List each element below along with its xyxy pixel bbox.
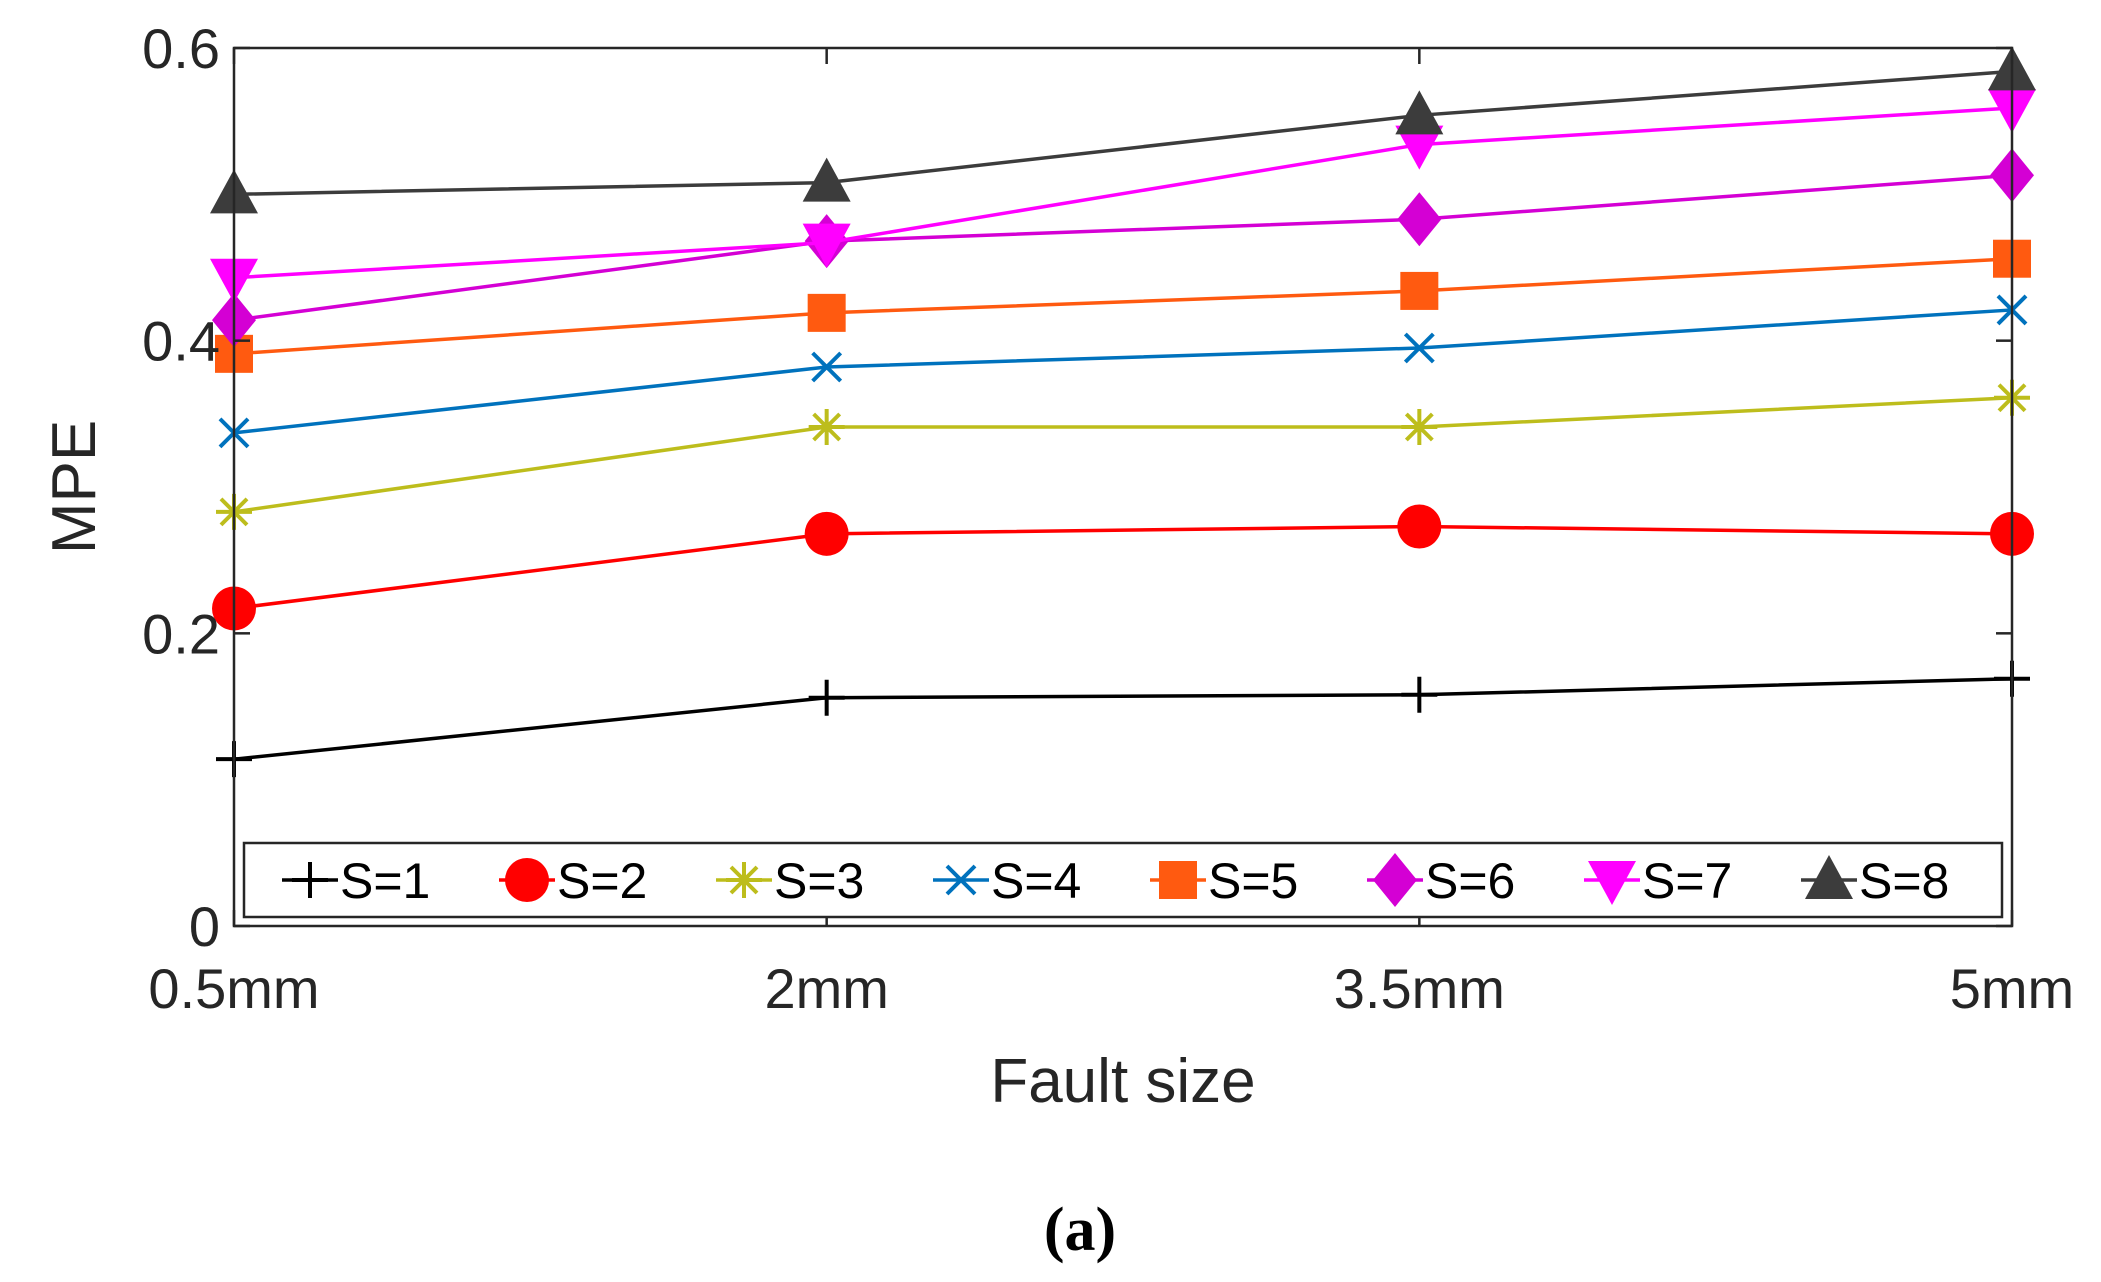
legend-label: S=6 xyxy=(1425,853,1515,909)
series-line-s8 xyxy=(233,69,2013,197)
data-point-s7 xyxy=(1395,125,1444,170)
legend-label: S=3 xyxy=(774,853,864,909)
legend: S=1 S=2 S=3 S=4 S=5 S=6 S=7 S=8 xyxy=(242,841,2004,919)
y-tick-label: 0 xyxy=(189,895,220,958)
legend-label: S=8 xyxy=(1859,853,1949,909)
data-point-s8 xyxy=(1395,90,1444,135)
data-point-s4 xyxy=(811,351,843,383)
series-line-s4 xyxy=(233,308,2013,435)
legend-label: S=7 xyxy=(1642,853,1732,909)
plus-marker-shape xyxy=(1401,676,1438,713)
legend-item-s5: S=5 xyxy=(1150,853,1298,909)
x-marker-shape xyxy=(945,864,977,896)
square-marker-shape xyxy=(1400,271,1439,310)
data-point-s5 xyxy=(807,293,846,332)
series-line-s5 xyxy=(233,256,2013,356)
diamond-marker-shape xyxy=(1397,192,1442,247)
x-tick-label: 3.5mm xyxy=(1334,957,1505,1020)
series-line-s1 xyxy=(233,676,2013,761)
figure-caption: (a) xyxy=(1044,1196,1116,1264)
x-tick-label: 5mm xyxy=(1950,957,2074,1020)
series-line-s3 xyxy=(233,395,2013,514)
series-line-s2 xyxy=(233,524,2013,611)
circle-marker-shape xyxy=(804,511,849,556)
legend-item-s8: S=8 xyxy=(1801,853,1949,909)
legend-item-s4: S=4 xyxy=(933,853,1081,909)
plot-area xyxy=(234,48,2012,926)
data-point-s2 xyxy=(1397,504,1442,549)
series-s6 xyxy=(212,148,2034,348)
legend-label: S=1 xyxy=(340,853,430,909)
data-point-s1 xyxy=(808,679,845,716)
circle-marker-shape xyxy=(505,858,549,902)
data-point-s3 xyxy=(808,409,845,446)
y-axis-title: MPE xyxy=(40,420,109,554)
legend-marker xyxy=(505,858,549,902)
legend-item-s7: S=7 xyxy=(1584,853,1732,909)
square-marker-shape xyxy=(1159,861,1197,899)
triangle-down-marker-shape xyxy=(1588,861,1636,905)
legend-item-s2: S=2 xyxy=(499,853,647,909)
triangle-up-marker-shape xyxy=(1805,855,1853,899)
legend-label: S=4 xyxy=(991,853,1081,909)
triangle-up-marker-shape xyxy=(1395,90,1444,135)
series-line-s7 xyxy=(233,106,2013,280)
x-axis-title: Fault size xyxy=(990,1047,1255,1116)
legend-item-s6: S=6 xyxy=(1367,853,1515,909)
data-point-s8 xyxy=(802,157,851,202)
legend-label: S=5 xyxy=(1208,853,1298,909)
plus-marker-shape xyxy=(808,679,845,716)
legend-item-s3: S=3 xyxy=(716,853,864,909)
square-marker-shape xyxy=(807,293,846,332)
plus-marker-shape xyxy=(292,862,328,898)
triangle-down-marker-shape xyxy=(1395,125,1444,170)
triangle-up-marker-shape xyxy=(802,157,851,202)
data-point-s1 xyxy=(1401,676,1438,713)
legend-marker xyxy=(1159,861,1197,899)
asterisk-marker-shape xyxy=(1401,409,1438,446)
data-point-s4 xyxy=(1403,332,1435,364)
series-line-s6 xyxy=(233,173,2013,322)
plot-frame xyxy=(232,46,2014,928)
data-point-s7 xyxy=(802,223,851,268)
legend-label: S=2 xyxy=(557,853,647,909)
legend-marker xyxy=(1373,853,1417,907)
legend-marker xyxy=(726,862,762,898)
x-tick-label: 0.5mm xyxy=(148,957,319,1020)
data-point-s3 xyxy=(1401,409,1438,446)
legend-box xyxy=(242,841,2004,919)
legend-marker xyxy=(292,862,328,898)
asterisk-marker-shape xyxy=(726,862,762,898)
data-point-s5 xyxy=(1400,271,1439,310)
diamond-marker-shape xyxy=(1373,853,1417,907)
data-point-s2 xyxy=(804,511,849,556)
x-marker-shape xyxy=(811,351,843,383)
y-tick-label: 0.6 xyxy=(142,17,220,80)
data-point-s6 xyxy=(1397,192,1442,247)
y-tick-label: 0.4 xyxy=(142,310,220,373)
triangle-down-marker-shape xyxy=(802,223,851,268)
asterisk-marker-shape xyxy=(808,409,845,446)
series-s5 xyxy=(215,239,2031,373)
legend-item-s1: S=1 xyxy=(282,853,430,909)
y-tick-label: 0.2 xyxy=(142,602,220,665)
circle-marker-shape xyxy=(1397,504,1442,549)
x-tick-label: 2mm xyxy=(764,957,888,1020)
x-marker-shape xyxy=(1403,332,1435,364)
legend-marker xyxy=(1588,861,1636,905)
legend-marker xyxy=(1805,855,1853,899)
legend-marker xyxy=(945,864,977,896)
